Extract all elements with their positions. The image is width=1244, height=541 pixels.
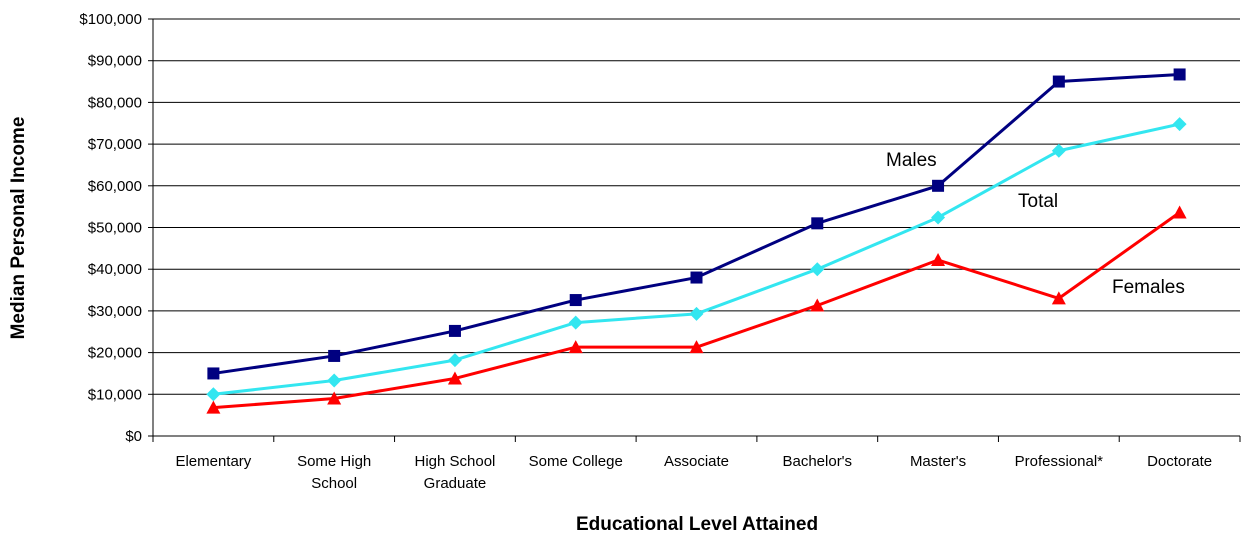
x-tick-label: Some College — [529, 453, 623, 470]
y-axis-title: Median Personal Income — [8, 117, 29, 340]
point-males — [448, 324, 461, 337]
series-line-males — [213, 72, 1180, 375]
series-labels: Males Total Females — [886, 150, 1185, 298]
x-tick-label: Bachelor's — [782, 453, 852, 470]
point-females — [1051, 291, 1066, 305]
point-males — [1052, 75, 1065, 88]
x-axis-title: Educational Level Attained — [576, 514, 818, 535]
point-females — [931, 253, 946, 267]
x-tick-label: Associate — [664, 453, 729, 470]
point-females — [689, 340, 704, 354]
x-tick-label: Some High School — [297, 453, 371, 492]
y-tick-label: $70,000 — [88, 136, 142, 153]
point-males — [811, 217, 824, 230]
point-total — [1172, 117, 1187, 132]
y-tick-label: $30,000 — [88, 303, 142, 320]
x-tick-label: Professional* — [1015, 453, 1104, 470]
gridlines — [153, 18, 1240, 395]
point-females — [568, 340, 583, 354]
series-line-total — [213, 122, 1180, 396]
y-tick-label: $90,000 — [88, 53, 142, 70]
point-males — [569, 294, 582, 307]
point-females — [447, 371, 462, 385]
x-tick-label: Elementary — [175, 453, 251, 470]
y-tick-label: $0 — [125, 428, 142, 445]
series-males — [207, 68, 1186, 380]
y-tick-label: $100,000 — [79, 11, 142, 28]
x-tick-label: Doctorate — [1147, 453, 1212, 470]
point-total — [810, 262, 825, 277]
series-total — [206, 117, 1187, 402]
point-males — [690, 271, 703, 284]
y-tick-label: $40,000 — [88, 261, 142, 278]
point-total — [931, 210, 946, 225]
series-label-total: Total — [1018, 191, 1058, 212]
point-total — [568, 315, 583, 330]
x-tick-label: Master's — [910, 453, 966, 470]
point-total — [327, 373, 342, 388]
series-label-males: Males — [886, 150, 937, 171]
point-males — [1173, 68, 1186, 81]
point-males — [328, 349, 341, 362]
point-females — [206, 400, 221, 414]
y-tick-label: $20,000 — [88, 345, 142, 362]
point-total — [1051, 143, 1066, 158]
point-males — [932, 179, 945, 192]
series-label-females: Females — [1112, 277, 1185, 298]
series-group — [206, 68, 1187, 414]
y-tick-label: $80,000 — [88, 94, 142, 111]
y-axis-ticks: $0 $10,000 $20,000 $30,000 $40,000 $50,000 $60… — [79, 11, 153, 445]
series-females — [206, 205, 1187, 414]
point-females — [1172, 205, 1187, 219]
x-tick-label: High School Graduate — [414, 453, 495, 492]
y-tick-label: $50,000 — [88, 220, 142, 237]
y-tick-label: $60,000 — [88, 178, 142, 195]
y-tick-label: $10,000 — [88, 386, 142, 403]
point-total — [689, 306, 704, 321]
point-males — [207, 367, 220, 380]
point-females — [327, 391, 342, 405]
point-females — [810, 298, 825, 312]
point-total — [206, 387, 221, 402]
x-axis-ticks: Elementary Some High School High School Grad… — [152, 436, 1241, 492]
point-total — [447, 353, 462, 368]
